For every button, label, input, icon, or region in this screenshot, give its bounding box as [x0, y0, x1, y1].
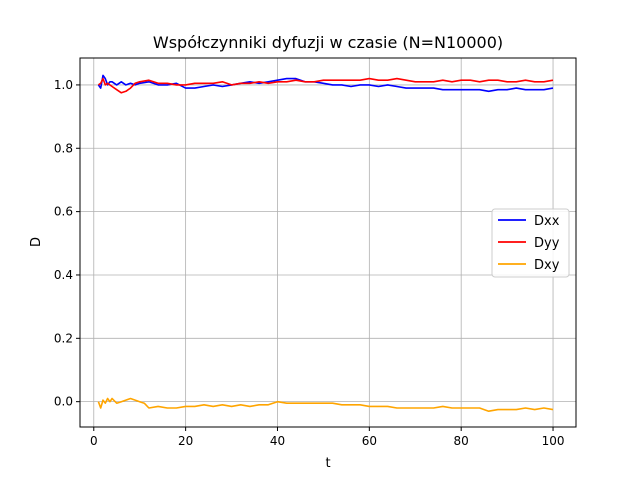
legend: Dxx Dyy Dxy: [491, 208, 570, 278]
legend-label: Dyy: [534, 236, 560, 251]
series-line-dxx: [97, 74, 554, 93]
y-tick-label: 0.2: [54, 331, 73, 345]
y-tick-label: 0.0: [54, 395, 73, 409]
x-tick-label: 60: [362, 434, 377, 448]
x-tick-label: 40: [270, 434, 285, 448]
y-axis: 0.0 0.2 0.4 0.6 0.8 1.0: [54, 78, 80, 409]
y-tick-label: 0.6: [54, 205, 73, 219]
legend-label: Dxy: [534, 258, 560, 273]
y-axis-label: D: [29, 237, 44, 247]
x-tick-label: 0: [90, 434, 98, 448]
series-line-dxy: [97, 397, 554, 413]
plot-lines: [97, 74, 554, 413]
chart-title: Współczynniki dyfuzji w czasie (N=N10000…: [153, 33, 503, 52]
y-tick-label: 0.8: [54, 141, 73, 155]
x-axis-label: t: [325, 456, 330, 471]
series-line-dyy: [97, 77, 554, 94]
plot-frame: [79, 57, 577, 428]
x-axis: 0 20 40 60 80 100: [90, 427, 565, 448]
y-tick-label: 0.4: [54, 268, 73, 282]
x-tick-label: 20: [178, 434, 193, 448]
x-tick-label: 100: [542, 434, 565, 448]
x-tick-label: 80: [454, 434, 469, 448]
legend-label: Dxx: [534, 214, 560, 229]
y-tick-label: 1.0: [54, 78, 73, 92]
legend-box: [491, 208, 570, 278]
